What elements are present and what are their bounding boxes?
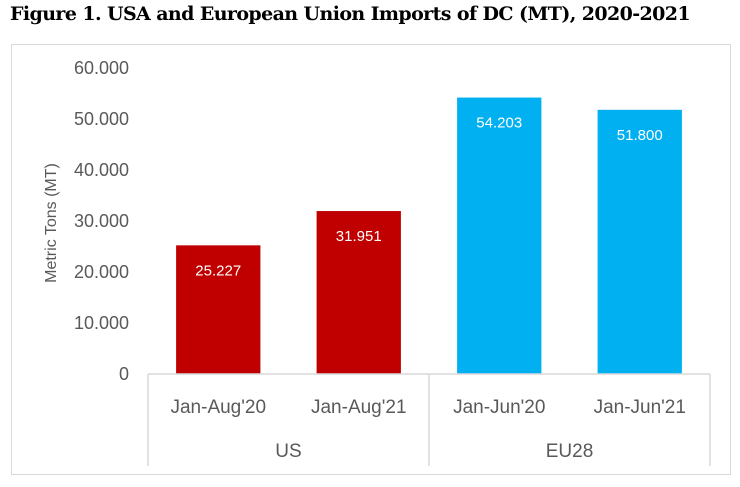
data-label: 25.227 — [195, 262, 241, 279]
y-tick-label: 10.000 — [74, 313, 129, 333]
y-tick-label: 0 — [119, 364, 129, 384]
data-label: 51.800 — [617, 127, 663, 144]
x-tick-label: Jan-Aug'21 — [311, 397, 407, 418]
y-tick-label: 30.000 — [74, 211, 129, 231]
x-tick-label: Jan-Jun'21 — [594, 397, 686, 418]
bar — [316, 211, 401, 374]
group-label: US — [275, 441, 301, 462]
x-tick-label: Jan-Jun'20 — [453, 397, 545, 418]
group-label: EU28 — [546, 441, 594, 462]
y-tick-label: 50.000 — [74, 109, 129, 129]
y-tick-label: 60.000 — [74, 58, 129, 78]
x-tick-label: Jan-Aug'20 — [170, 397, 266, 418]
y-tick-label: 40.000 — [74, 160, 129, 180]
bar — [176, 245, 261, 374]
data-label: 54.203 — [476, 115, 522, 132]
data-label: 31.951 — [336, 228, 382, 245]
y-tick-label: 20.000 — [74, 262, 129, 282]
bar — [597, 109, 682, 374]
chart-frame — [11, 44, 731, 475]
figure-title: Figure 1. USA and European Union Imports… — [10, 3, 691, 25]
bar — [457, 97, 542, 374]
y-axis-title: Metric Tons (MT) — [43, 163, 60, 283]
